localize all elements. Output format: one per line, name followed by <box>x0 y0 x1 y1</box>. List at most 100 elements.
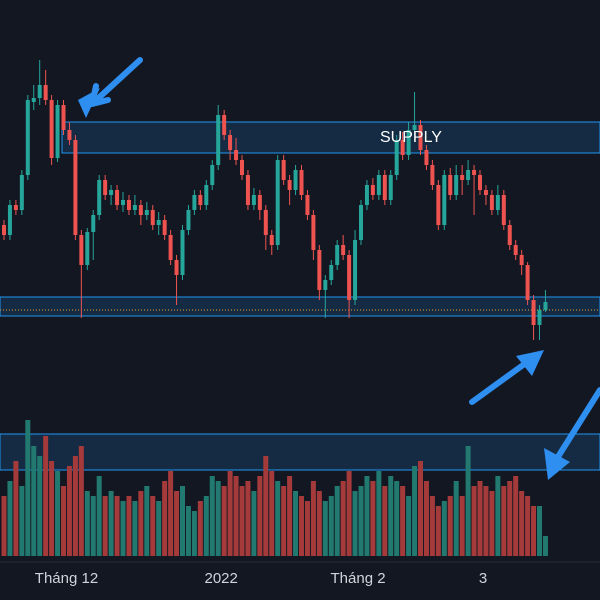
volume-bar <box>513 476 519 556</box>
volume-bar <box>364 476 370 556</box>
volume-bar <box>221 486 227 556</box>
volume-bar <box>168 471 174 556</box>
candle-body <box>483 190 488 195</box>
volume-bar <box>90 496 96 556</box>
volume-bar <box>525 496 531 556</box>
candle-body <box>513 245 518 255</box>
volume-bar <box>394 481 400 556</box>
candle-body <box>55 105 60 158</box>
candle-body <box>376 175 381 195</box>
candle-body <box>79 235 84 265</box>
candle-body <box>442 175 447 225</box>
volume-bar <box>400 486 406 556</box>
candle-body <box>501 195 506 225</box>
candle-body <box>222 115 227 135</box>
candle-body <box>251 195 256 205</box>
candle-body <box>144 210 149 215</box>
candle-body <box>43 85 48 100</box>
volume-bar <box>72 456 78 556</box>
arrow-head <box>78 88 100 118</box>
arrow-head <box>544 448 570 480</box>
candle-body <box>329 265 334 280</box>
volume-bar <box>257 476 263 556</box>
volume-bar <box>269 471 275 556</box>
volume-bar <box>346 471 352 556</box>
candle-body <box>478 175 482 190</box>
candle-body <box>61 105 66 130</box>
volume-bar <box>96 476 102 556</box>
volume-bar <box>7 481 13 556</box>
volume-bar <box>388 476 394 556</box>
candle-body <box>489 195 494 210</box>
volume-bar <box>477 481 483 556</box>
candle-body <box>412 125 417 130</box>
volume-bar <box>328 496 334 556</box>
arrow <box>469 357 533 405</box>
candle-body <box>228 135 233 150</box>
candle-body <box>7 205 12 235</box>
candle-body <box>257 195 262 210</box>
volume-bar <box>37 456 43 556</box>
candle-body <box>174 260 179 275</box>
candle-body <box>192 195 197 210</box>
x-tick-label: Tháng 2 <box>331 570 386 587</box>
volume-bar <box>43 436 49 556</box>
candle-body <box>448 175 453 195</box>
volume-bar <box>310 481 316 556</box>
volume-bar <box>483 486 489 556</box>
volume-bar <box>55 471 61 556</box>
volume-bar <box>239 486 245 556</box>
candle-body <box>204 185 209 205</box>
volume-bar <box>66 466 72 556</box>
volume-bar <box>31 446 37 556</box>
volume-bar <box>251 491 257 556</box>
volume-bar <box>281 486 287 556</box>
candle-body <box>132 205 137 210</box>
candle-body <box>495 195 500 210</box>
candle-body <box>424 150 429 165</box>
volume-bar <box>465 446 471 556</box>
candle-body <box>263 210 268 235</box>
candle-body <box>281 160 286 180</box>
candle-body <box>370 185 375 195</box>
volume-bar <box>322 501 328 556</box>
volume-bar <box>78 446 84 556</box>
volume-bar <box>114 496 120 556</box>
candle-body <box>359 205 363 240</box>
volume-bar <box>203 496 209 556</box>
candle-body <box>103 180 108 195</box>
candle-body <box>317 250 322 290</box>
candle-body <box>31 98 36 102</box>
volume-bar <box>531 506 537 556</box>
candle-body <box>150 210 155 225</box>
volume-bar <box>542 536 548 556</box>
volume-bar <box>471 486 477 556</box>
volume-bar <box>293 491 299 556</box>
candle-body <box>269 235 274 245</box>
candle-body <box>323 280 328 290</box>
candle-body <box>507 225 512 245</box>
volume-bar <box>537 506 542 556</box>
candle-body <box>305 195 310 215</box>
volume-zone <box>0 433 600 471</box>
candle-body <box>37 85 42 98</box>
volume-bar <box>287 476 293 556</box>
volume-bar <box>61 486 66 556</box>
candle-body <box>347 255 352 300</box>
volume-bar <box>519 491 525 556</box>
candle-body <box>210 165 215 185</box>
candle-body <box>97 180 102 215</box>
candle-body <box>382 175 387 200</box>
candle-body <box>234 150 239 160</box>
volume-bar <box>304 501 310 556</box>
candle-body <box>126 200 131 210</box>
volume-bar <box>334 486 340 556</box>
candle-body <box>115 190 120 205</box>
candle-body <box>525 265 530 300</box>
candle-body <box>245 175 250 205</box>
candle-body <box>406 130 411 155</box>
candle-body <box>531 300 536 325</box>
candle-body <box>287 180 292 190</box>
volume-bar <box>412 466 418 556</box>
volume-bar <box>489 491 495 556</box>
